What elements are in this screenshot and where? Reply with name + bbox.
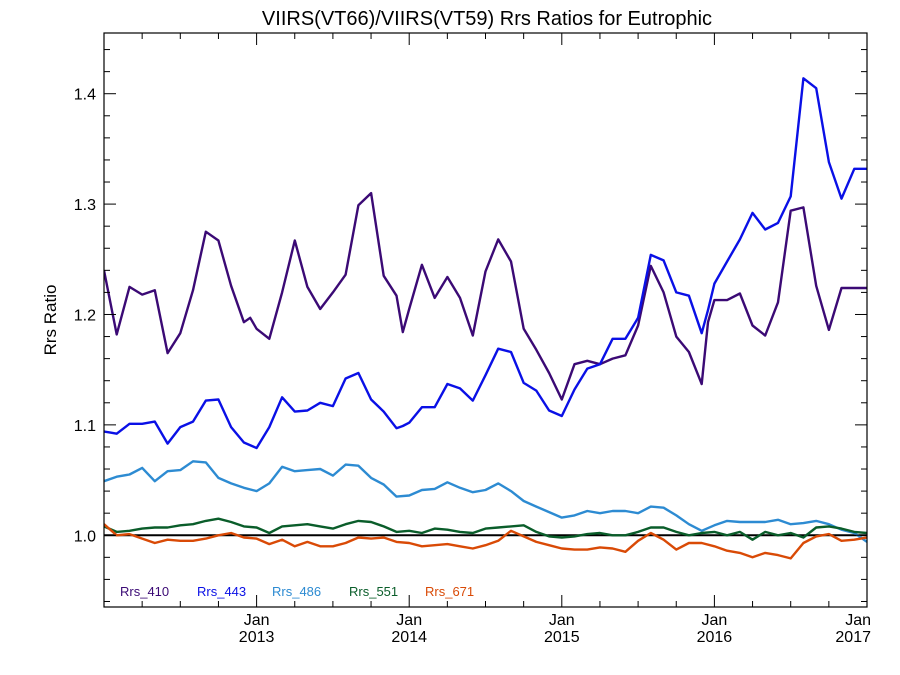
- x-tick-label-month: Jan: [549, 612, 575, 629]
- x-tick-label-year: 2015: [544, 629, 580, 646]
- series-lines: [104, 77, 867, 560]
- chart-title: VIIRS(VT66)/VIIRS(VT59) Rrs Ratios for E…: [262, 8, 712, 30]
- legend-entry-rrs-671: Rrs_671: [425, 584, 474, 599]
- y-tick-label: 1.1: [74, 418, 96, 435]
- x-tick-label-month: Jan: [702, 612, 728, 629]
- series-line-rrs-671: [104, 523, 867, 560]
- x-tick-label-month: Jan: [396, 612, 422, 629]
- legend-entry-rrs-410: Rrs_410: [120, 584, 169, 599]
- legend-entry-rrs-443: Rrs_443: [197, 584, 246, 599]
- x-tick-label-year: 2016: [697, 629, 733, 646]
- y-tick-label: 1.2: [74, 307, 96, 324]
- x-tick-label-year: 2013: [239, 629, 275, 646]
- y-tick-label: 1.0: [74, 528, 96, 545]
- legend: Rrs_410 Rrs_443 Rrs_486 Rrs_551 Rrs_671: [120, 584, 474, 599]
- x-tick-label-month: Jan: [845, 612, 871, 629]
- y-tick-label: 1.4: [74, 87, 96, 104]
- series-line-rrs-410: [104, 191, 867, 401]
- x-tick-label-year: 2014: [391, 629, 427, 646]
- series-line-rrs-486: [104, 460, 867, 543]
- series-line-rrs-551: [104, 517, 867, 541]
- x-tick-label-month: Jan: [244, 612, 270, 629]
- y-axis-label: Rrs Ratio: [41, 285, 60, 356]
- x-tick-label-year: 2017: [835, 629, 871, 646]
- series-line-rrs-443: [104, 77, 867, 450]
- legend-entry-rrs-486: Rrs_486: [272, 584, 321, 599]
- axes: 1.01.11.21.31.4Jan2013Jan2014Jan2015Jan2…: [74, 32, 871, 646]
- y-tick-label: 1.3: [74, 197, 96, 214]
- legend-entry-rrs-551: Rrs_551: [349, 584, 398, 599]
